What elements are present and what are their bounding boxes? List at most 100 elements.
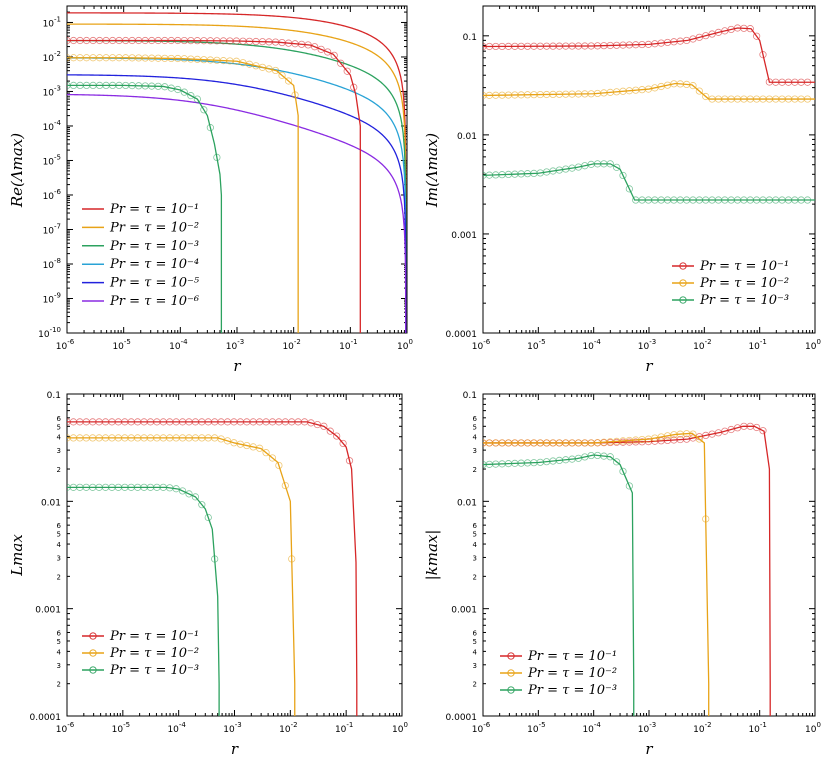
data-point [702, 92, 710, 101]
legend: Pr = τ = 10⁻¹ Pr = τ = 10⁻² Pr = τ = 10⁻³ [82, 629, 199, 678]
legend-label: Pr = τ = 10⁻¹ [109, 629, 199, 644]
series-line-1 [67, 23, 407, 333]
data-point [311, 43, 319, 51]
data-point [187, 92, 195, 100]
legend-marker [89, 666, 97, 674]
legend-label: Pr = τ = 10⁻⁴ [109, 257, 199, 272]
data-point [721, 427, 729, 435]
legend-label: Pr = τ = 10⁻¹ [109, 202, 199, 217]
data-point [185, 490, 193, 498]
x-tick-label: 10-3 [638, 338, 656, 352]
data-point [625, 185, 633, 193]
data-point [204, 513, 212, 522]
x-tick-label: 10-3 [223, 721, 241, 735]
y-minor-tick-label: 6 [57, 415, 62, 423]
x-tick-exponent: -5 [539, 721, 546, 729]
x-tick-label: 10-4 [582, 338, 601, 352]
x-tick-exponent: -5 [539, 338, 546, 346]
x-axis-label: r [645, 740, 653, 758]
y-minor-tick-label: 4 [473, 648, 478, 656]
y-minor-tick-label: 5 [57, 531, 61, 539]
legend-marker [89, 649, 97, 657]
x-tick-label: 10-5 [112, 338, 130, 352]
y-minor-tick-label: 6 [473, 629, 478, 637]
series-line-8 [67, 84, 223, 333]
y-minor-tick-label: 2 [473, 681, 477, 689]
y-axis-label: Lmax [8, 534, 26, 577]
y-minor-tick-label: 3 [473, 554, 477, 562]
x-tick-exponent: -2 [705, 338, 712, 346]
data-point [619, 171, 627, 180]
series-line-6 [67, 39, 361, 333]
legend-marker [679, 296, 687, 304]
legend-label: Pr = τ = 10⁻² [699, 276, 789, 291]
x-tick-exponent: -4 [594, 721, 602, 729]
y-tick-label: 0.01 [41, 498, 61, 508]
y-tick-label: 10-2 [43, 50, 61, 64]
y-tick-exponent: -10 [50, 326, 61, 334]
y-minor-tick-label: 4 [473, 541, 478, 549]
data-point [288, 555, 296, 563]
data-point [172, 485, 180, 493]
legend-marker [507, 652, 515, 660]
y-tick-label: 0.001 [35, 606, 61, 616]
data-point [746, 25, 754, 33]
data-point [803, 196, 812, 204]
x-axis: 10-6 10-5 10-4 10-3 10-2 10-1 100 r [472, 6, 821, 375]
data-point [606, 160, 614, 168]
x-tick-exponent: -1 [760, 721, 767, 729]
data-point [689, 82, 697, 90]
data-point [343, 67, 351, 75]
x-tick-label: 10-2 [279, 721, 297, 735]
series-line-4 [67, 74, 407, 333]
data-point [304, 41, 312, 49]
legend: Pr = τ = 10⁻¹ Pr = τ = 10⁻² Pr = τ = 10⁻³ [500, 649, 617, 698]
y-minor-tick-label: 3 [473, 447, 477, 455]
data-point [337, 59, 345, 67]
series-line-2 [67, 486, 220, 716]
y-tick-exponent: -8 [54, 257, 61, 265]
legend-label: Pr = τ = 10⁻⁵ [109, 276, 200, 291]
data-point [252, 62, 260, 70]
x-tick-exponent: -2 [291, 721, 298, 729]
x-tick-label: 10-4 [169, 338, 188, 352]
data-point [211, 555, 219, 563]
y-minor-tick-label: 4 [57, 434, 62, 442]
data-point [345, 457, 354, 465]
y-minor-tick-label: 2 [57, 681, 61, 689]
y-minor-tick-label: 2 [57, 573, 61, 581]
x-tick-label: 10-4 [582, 721, 601, 735]
y-axis-label: Re(Λmax) [8, 133, 26, 208]
data-point [619, 467, 627, 475]
x-tick-exponent: -2 [294, 338, 301, 346]
legend-label: Pr = τ = 10⁻⁶ [109, 294, 199, 309]
y-tick-label: 0.01 [457, 498, 477, 508]
x-tick-exponent: -4 [181, 338, 189, 346]
y-tick-exponent: -7 [54, 222, 61, 230]
panel-re-lambda: 10-6 10-5 10-4 10-3 10-2 10-1 100r10-1010-910-… [8, 5, 413, 375]
y-minor-tick-label: 6 [57, 522, 62, 530]
y-tick-label: 10-1 [43, 15, 61, 29]
x-tick-label: 10-6 [472, 721, 491, 735]
legend-marker [679, 279, 687, 287]
data-point [258, 63, 267, 71]
x-tick-exponent: -3 [649, 721, 656, 729]
data-point [232, 57, 241, 65]
data-point [265, 65, 273, 73]
data-point [695, 435, 703, 443]
series-line-1 [67, 437, 296, 716]
y-minor-tick-label: 6 [473, 522, 478, 530]
data-point [200, 106, 208, 114]
y-tick-label: 10-7 [43, 222, 61, 236]
y-tick-label: 10-4 [43, 119, 62, 133]
y-minor-tick-label: 3 [473, 662, 477, 670]
y-minor-tick-label: 6 [473, 415, 478, 423]
y-axis: 0.0001 0.001 0.01 0.1 Im(Λmax) [423, 5, 815, 340]
data-point [198, 501, 206, 509]
x-tick-label: 10-6 [472, 338, 491, 352]
x-tick-exponent: -3 [235, 721, 242, 729]
y-minor-tick-label: 5 [473, 423, 477, 431]
